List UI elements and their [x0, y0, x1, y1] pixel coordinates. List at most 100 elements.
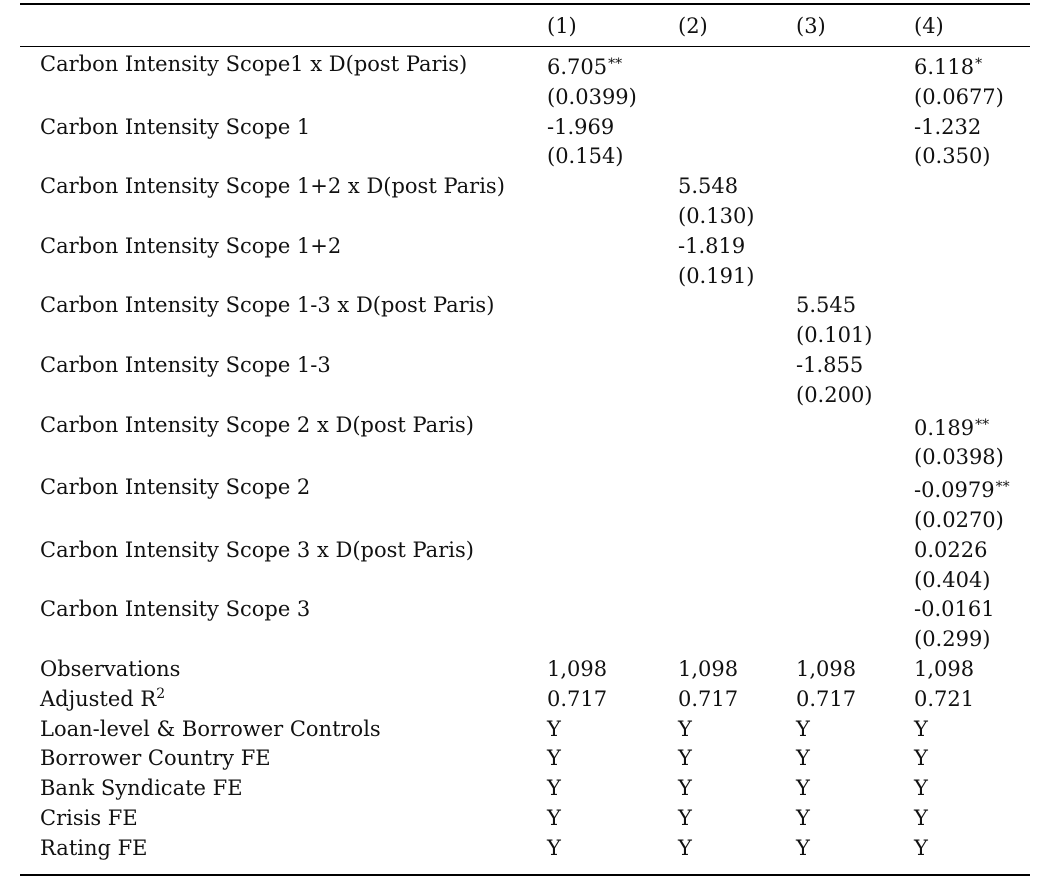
- row-label: Observations: [20, 655, 547, 685]
- cell-value: (0.200): [796, 382, 873, 407]
- value-cell: [547, 473, 678, 506]
- cell-value: -0.0161: [914, 597, 995, 622]
- value-cell: (0.350): [914, 142, 1030, 172]
- table-row: Carbon Intensity Scope 3 -0.0161: [20, 595, 1030, 625]
- cell-value: 6.118: [914, 55, 975, 79]
- table-body: Carbon Intensity Scope1 x D(post Paris) 6…: [20, 44, 1030, 864]
- value-cell: [914, 321, 1030, 351]
- cell-value: 6.705: [547, 55, 608, 79]
- value-cell: -1.819: [678, 232, 796, 262]
- table-row: Bank Syndicate FE Y Y Y Y: [20, 774, 1030, 804]
- table-top-rule: [20, 3, 1030, 5]
- value-cell: [678, 443, 796, 473]
- value-cell: Y: [914, 774, 1030, 804]
- value-cell: -0.0161: [914, 595, 1030, 625]
- row-label-text: Carbon Intensity Scope 1-3 x D(post Pari…: [40, 293, 495, 318]
- header-label-cell: [20, 8, 547, 44]
- value-cell: Y: [796, 834, 914, 864]
- row-label-text: Bank Syndicate FE: [40, 776, 243, 801]
- value-cell: [547, 202, 678, 232]
- row-label-text: Carbon Intensity Scope 2 x D(post Paris): [40, 412, 474, 437]
- cell-value: 1,098: [914, 656, 975, 681]
- cell-value: 0.721: [914, 686, 975, 711]
- value-cell: [796, 443, 914, 473]
- value-cell: [796, 202, 914, 232]
- value-cell: [796, 536, 914, 566]
- row-label: [20, 142, 547, 172]
- value-cell: [914, 232, 1030, 262]
- cell-value: Y: [914, 716, 928, 741]
- cell-value: (0.130): [678, 203, 755, 228]
- table-row: Loan-level & Borrower Controls Y Y Y Y: [20, 715, 1030, 745]
- row-label: Loan-level & Borrower Controls: [20, 715, 547, 745]
- cell-value: 5.545: [796, 293, 857, 318]
- value-cell: Y: [914, 804, 1030, 834]
- value-cell: [547, 411, 678, 444]
- row-label: [20, 506, 547, 536]
- value-cell: [547, 506, 678, 536]
- cell-value: Y: [547, 835, 561, 860]
- value-cell: [678, 536, 796, 566]
- table-header-row: (1) (2) (3) (4): [20, 8, 1030, 44]
- table-row: Carbon Intensity Scope 1-3 x D(post Pari…: [20, 291, 1030, 321]
- value-cell: -0.0979**: [914, 473, 1030, 506]
- value-cell: 1,098: [547, 655, 678, 685]
- cell-value: 5.548: [678, 174, 739, 199]
- cell-value: 1,098: [796, 656, 857, 681]
- value-cell: Y: [547, 804, 678, 834]
- table-row: (0.0398): [20, 443, 1030, 473]
- table-row: Carbon Intensity Scope 1 -1.969 -1.232: [20, 113, 1030, 143]
- cell-value: (0.0270): [914, 507, 1004, 532]
- table-row: (0.0399) (0.0677): [20, 83, 1030, 113]
- cell-value: 1,098: [547, 656, 608, 681]
- value-cell: [547, 536, 678, 566]
- cell-value: -1.819: [678, 233, 746, 258]
- cell-value: Y: [914, 835, 928, 860]
- row-label: Carbon Intensity Scope 2 x D(post Paris): [20, 411, 547, 444]
- row-label-text: Carbon Intensity Scope 1+2: [40, 233, 342, 258]
- value-cell: [796, 473, 914, 506]
- value-cell: 0.717: [678, 685, 796, 715]
- table-row: Rating FE Y Y Y Y: [20, 834, 1030, 864]
- row-label-text: Carbon Intensity Scope1 x D(post Paris): [40, 52, 468, 76]
- row-label: Carbon Intensity Scope1 x D(post Paris): [20, 44, 547, 83]
- cell-value: (0.101): [796, 323, 873, 348]
- value-cell: [547, 351, 678, 381]
- row-label: Carbon Intensity Scope 1: [20, 113, 547, 143]
- table-bottom-rule: [20, 874, 1030, 876]
- value-cell: Y: [914, 834, 1030, 864]
- row-label: [20, 202, 547, 232]
- cell-value: Y: [796, 835, 810, 860]
- row-label: Bank Syndicate FE: [20, 774, 547, 804]
- value-cell: [678, 473, 796, 506]
- cell-value: Y: [796, 716, 810, 741]
- row-label: [20, 381, 547, 411]
- cell-value: (0.404): [914, 567, 991, 592]
- value-cell: 1,098: [796, 655, 914, 685]
- value-cell: [796, 595, 914, 625]
- column-header: (2): [678, 14, 708, 38]
- table-row: Observations 1,098 1,098 1,098 1,098: [20, 655, 1030, 685]
- value-cell: [796, 83, 914, 113]
- value-cell: [796, 625, 914, 655]
- value-cell: Y: [914, 744, 1030, 774]
- row-label-text: Loan-level & Borrower Controls: [40, 716, 381, 741]
- value-cell: [547, 625, 678, 655]
- table-header-rule: [20, 46, 1030, 47]
- value-cell: Y: [796, 804, 914, 834]
- value-cell: [547, 232, 678, 262]
- value-cell: 6.705**: [547, 44, 678, 83]
- value-cell: Y: [678, 774, 796, 804]
- cell-value: -0.0979: [914, 478, 995, 503]
- value-cell: 0.721: [914, 685, 1030, 715]
- table-row: Crisis FE Y Y Y Y: [20, 804, 1030, 834]
- table-row: (0.191): [20, 262, 1030, 292]
- row-label-text: Carbon Intensity Scope 3: [40, 597, 311, 622]
- row-label: [20, 83, 547, 113]
- value-cell: [678, 113, 796, 143]
- table-row: Borrower Country FE Y Y Y Y: [20, 744, 1030, 774]
- cell-value: Y: [547, 776, 561, 801]
- value-cell: [914, 262, 1030, 292]
- row-label-text: Adjusted R: [40, 686, 157, 711]
- row-label: Carbon Intensity Scope 1-3 x D(post Pari…: [20, 291, 547, 321]
